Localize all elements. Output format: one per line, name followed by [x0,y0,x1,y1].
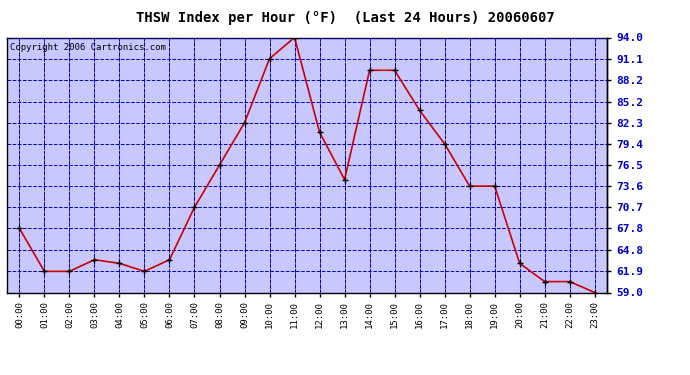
Text: Copyright 2006 Cartronics.com: Copyright 2006 Cartronics.com [10,43,166,52]
Text: THSW Index per Hour (°F)  (Last 24 Hours) 20060607: THSW Index per Hour (°F) (Last 24 Hours)… [136,11,554,25]
